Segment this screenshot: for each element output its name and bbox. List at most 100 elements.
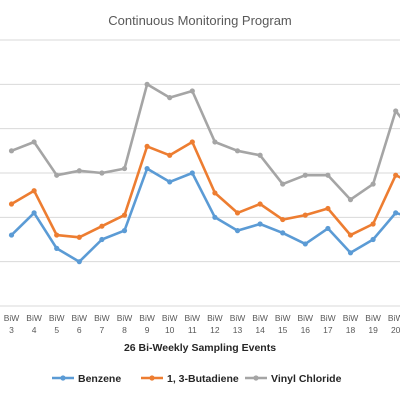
legend-label: Benzene bbox=[78, 373, 121, 385]
legend-label: Vinyl Chloride bbox=[271, 373, 342, 385]
data-point bbox=[257, 201, 263, 207]
data-point bbox=[212, 139, 218, 145]
x-tick-label: 9 bbox=[145, 325, 150, 335]
x-tick-label: 7 bbox=[100, 325, 105, 335]
x-tick-label: 8 bbox=[122, 325, 127, 335]
data-point bbox=[347, 232, 354, 238]
data-point bbox=[212, 190, 218, 196]
data-point bbox=[370, 221, 376, 227]
x-tick-prefix: BiW bbox=[139, 313, 155, 323]
data-point bbox=[370, 181, 376, 187]
data-point bbox=[76, 259, 82, 265]
x-tick-label: 11 bbox=[188, 325, 197, 335]
x-tick-prefix: BiW bbox=[298, 313, 314, 323]
data-point bbox=[302, 212, 308, 218]
x-tick-prefix: BiW bbox=[388, 313, 400, 323]
data-point bbox=[325, 225, 331, 232]
data-point bbox=[280, 230, 286, 236]
data-point bbox=[234, 210, 241, 216]
data-point bbox=[347, 197, 354, 203]
data-point bbox=[144, 143, 150, 149]
x-tick-prefix: BiW bbox=[252, 313, 268, 323]
data-point bbox=[144, 165, 150, 172]
data-point bbox=[393, 108, 399, 114]
legend: Benzene 1, 3-Butadiene Vinyl Chloride bbox=[52, 373, 342, 385]
data-point bbox=[257, 221, 263, 227]
x-tick-label: 13 bbox=[233, 325, 243, 335]
legend-marker bbox=[60, 375, 66, 381]
x-tick-label: 10 bbox=[165, 325, 175, 335]
data-point bbox=[212, 214, 218, 220]
legend-marker bbox=[149, 375, 155, 381]
x-tick-label: 17 bbox=[323, 325, 333, 335]
data-point bbox=[325, 172, 331, 178]
x-tick-label: 12 bbox=[210, 325, 220, 335]
x-tick-prefix: BiW bbox=[26, 313, 42, 323]
x-tick-prefix: BiW bbox=[49, 313, 65, 323]
legend-label: 1, 3-Butadiene bbox=[167, 373, 239, 385]
x-tick-label: 5 bbox=[54, 325, 59, 335]
series-line bbox=[10, 167, 400, 264]
data-point bbox=[31, 188, 37, 194]
x-tick-prefix: BiW bbox=[4, 313, 20, 323]
data-point bbox=[167, 152, 173, 158]
data-point bbox=[189, 139, 195, 145]
series-line bbox=[11, 83, 400, 201]
x-tick-label: 3 bbox=[9, 325, 14, 335]
data-point bbox=[121, 165, 128, 172]
x-tick-label: 16 bbox=[301, 325, 311, 335]
data-point bbox=[8, 201, 15, 207]
data-point bbox=[189, 170, 195, 176]
data-point bbox=[121, 228, 128, 234]
data-point bbox=[234, 148, 241, 154]
data-point bbox=[167, 95, 173, 101]
x-tick-prefix: BiW bbox=[275, 313, 291, 323]
legend-marker bbox=[253, 375, 259, 381]
x-tick-prefix: BiW bbox=[117, 313, 133, 323]
data-point bbox=[76, 168, 82, 174]
data-point bbox=[370, 236, 376, 243]
x-tick-label: 19 bbox=[368, 325, 378, 335]
data-point bbox=[302, 241, 308, 247]
x-tick-label: 4 bbox=[32, 325, 37, 335]
x-tick-prefix: BiW bbox=[230, 313, 246, 323]
data-point bbox=[54, 172, 60, 178]
data-point bbox=[31, 139, 37, 145]
x-tick-prefix: BiW bbox=[320, 313, 336, 323]
series-line bbox=[10, 140, 400, 239]
data-point bbox=[347, 250, 354, 256]
x-tick-prefix: BiW bbox=[94, 313, 110, 323]
data-point bbox=[393, 172, 399, 178]
data-point bbox=[8, 232, 15, 238]
data-point bbox=[393, 210, 399, 216]
data-point bbox=[31, 210, 37, 216]
data-point bbox=[99, 236, 105, 243]
x-tick-prefix: BiW bbox=[185, 313, 201, 323]
data-point bbox=[54, 232, 60, 238]
data-point bbox=[99, 170, 105, 176]
data-point bbox=[144, 81, 150, 87]
x-tick-label: 14 bbox=[255, 325, 265, 335]
x-tick-label: 20 bbox=[391, 325, 400, 335]
data-point bbox=[280, 216, 286, 223]
data-point bbox=[257, 152, 263, 158]
x-axis-label: 26 Bi-Weekly Sampling Events bbox=[124, 342, 276, 354]
data-point bbox=[76, 234, 82, 240]
x-axis-ticks: BiW 3 BiW 4 BiW 5 BiW 6 BiW 7 BiW 8 BiW 9 BiW 10 BiW 11 Bi… bbox=[4, 313, 400, 335]
series-lines bbox=[8, 81, 400, 265]
data-point bbox=[167, 179, 173, 185]
x-tick-label: 6 bbox=[77, 325, 82, 335]
x-tick-label: 15 bbox=[278, 325, 288, 335]
data-point bbox=[99, 223, 105, 229]
data-point bbox=[121, 212, 128, 218]
data-point bbox=[302, 172, 308, 178]
data-point bbox=[280, 181, 286, 187]
data-point bbox=[325, 205, 331, 212]
data-point bbox=[189, 88, 195, 94]
gridlines bbox=[0, 39, 400, 307]
x-tick-label: 18 bbox=[346, 325, 356, 335]
x-tick-prefix: BiW bbox=[162, 313, 178, 323]
x-tick-prefix: BiW bbox=[207, 313, 223, 323]
chart-title: Continuous Monitoring Program bbox=[108, 13, 292, 28]
